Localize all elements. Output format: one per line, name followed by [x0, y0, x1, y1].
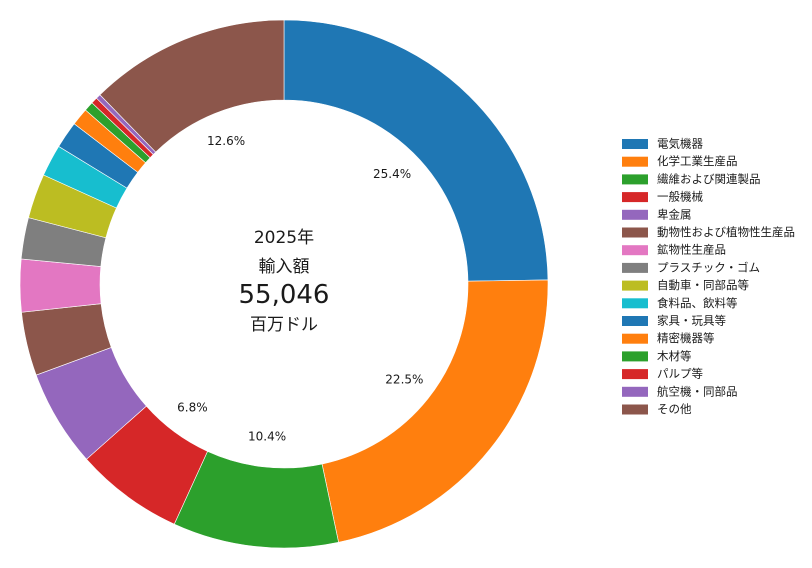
slice-6: [19, 258, 102, 313]
legend-swatch-11: [622, 333, 648, 344]
legend-swatch-13: [622, 369, 648, 380]
center-year: 2025年: [254, 228, 314, 248]
slice-label-1: 22.5%: [385, 373, 423, 387]
legend-label-10: 家具・玩具等: [657, 314, 726, 328]
legend-label-2: 繊維および関連製品: [657, 172, 761, 186]
legend-swatch-14: [622, 386, 648, 397]
slice-label-0: 25.4%: [373, 167, 411, 181]
legend-swatch-7: [622, 262, 648, 273]
slice-label-15: 12.6%: [207, 134, 245, 148]
legend-label-6: 鉱物性生産品: [657, 243, 726, 257]
slice-15: [99, 19, 285, 153]
legend-label-5: 動物性および植物性生産品: [657, 225, 795, 239]
legend-label-12: 木材等: [657, 349, 692, 363]
center-label: 輸入額: [259, 257, 310, 277]
center-summary: 2025年 輸入額 55,046 百万ドル: [239, 228, 330, 335]
legend-label-11: 精密機器等: [657, 331, 715, 345]
legend-label-7: プラスチック・ゴム: [657, 260, 760, 274]
legend-swatch-2: [622, 174, 648, 185]
legend-swatch-15: [622, 404, 648, 415]
percent-labels: 25.4% 22.5% 10.4% 6.8% 12.6%: [177, 134, 423, 444]
donut-slices: [19, 19, 549, 549]
slice-label-2: 10.4%: [248, 430, 286, 444]
legend-swatch-9: [622, 298, 648, 309]
legend-label-15: その他: [657, 402, 692, 416]
legend-swatch-3: [622, 192, 648, 203]
legend-label-3: 一般機械: [657, 190, 703, 204]
legend-swatch-6: [622, 245, 648, 256]
legend-swatch-4: [622, 209, 648, 220]
legend-swatch-5: [622, 227, 648, 238]
legend-label-9: 食料品、飲料等: [657, 296, 738, 310]
legend-label-8: 自動車・同部品等: [657, 278, 749, 292]
center-unit: 百万ドル: [250, 315, 318, 335]
legend: 電気機器化学工業生産品繊維および関連製品一般機械卑金属動物性および植物性生産品鉱…: [622, 137, 795, 416]
legend-swatch-8: [622, 280, 648, 291]
legend-swatch-12: [622, 351, 648, 362]
legend-label-13: パルプ等: [657, 367, 703, 381]
legend-label-0: 電気機器: [657, 137, 703, 151]
legend-swatch-1: [622, 156, 648, 167]
slice-label-3: 6.8%: [177, 400, 208, 414]
slice-1: [321, 279, 549, 543]
legend-swatch-10: [622, 316, 648, 326]
center-total: 55,046: [239, 280, 330, 310]
legend-swatch-0: [622, 139, 648, 149]
slice-0: [283, 19, 549, 282]
legend-label-4: 卑金属: [657, 207, 692, 221]
legend-label-1: 化学工業生産品: [657, 154, 738, 168]
legend-label-14: 航空機・同部品: [657, 384, 738, 398]
